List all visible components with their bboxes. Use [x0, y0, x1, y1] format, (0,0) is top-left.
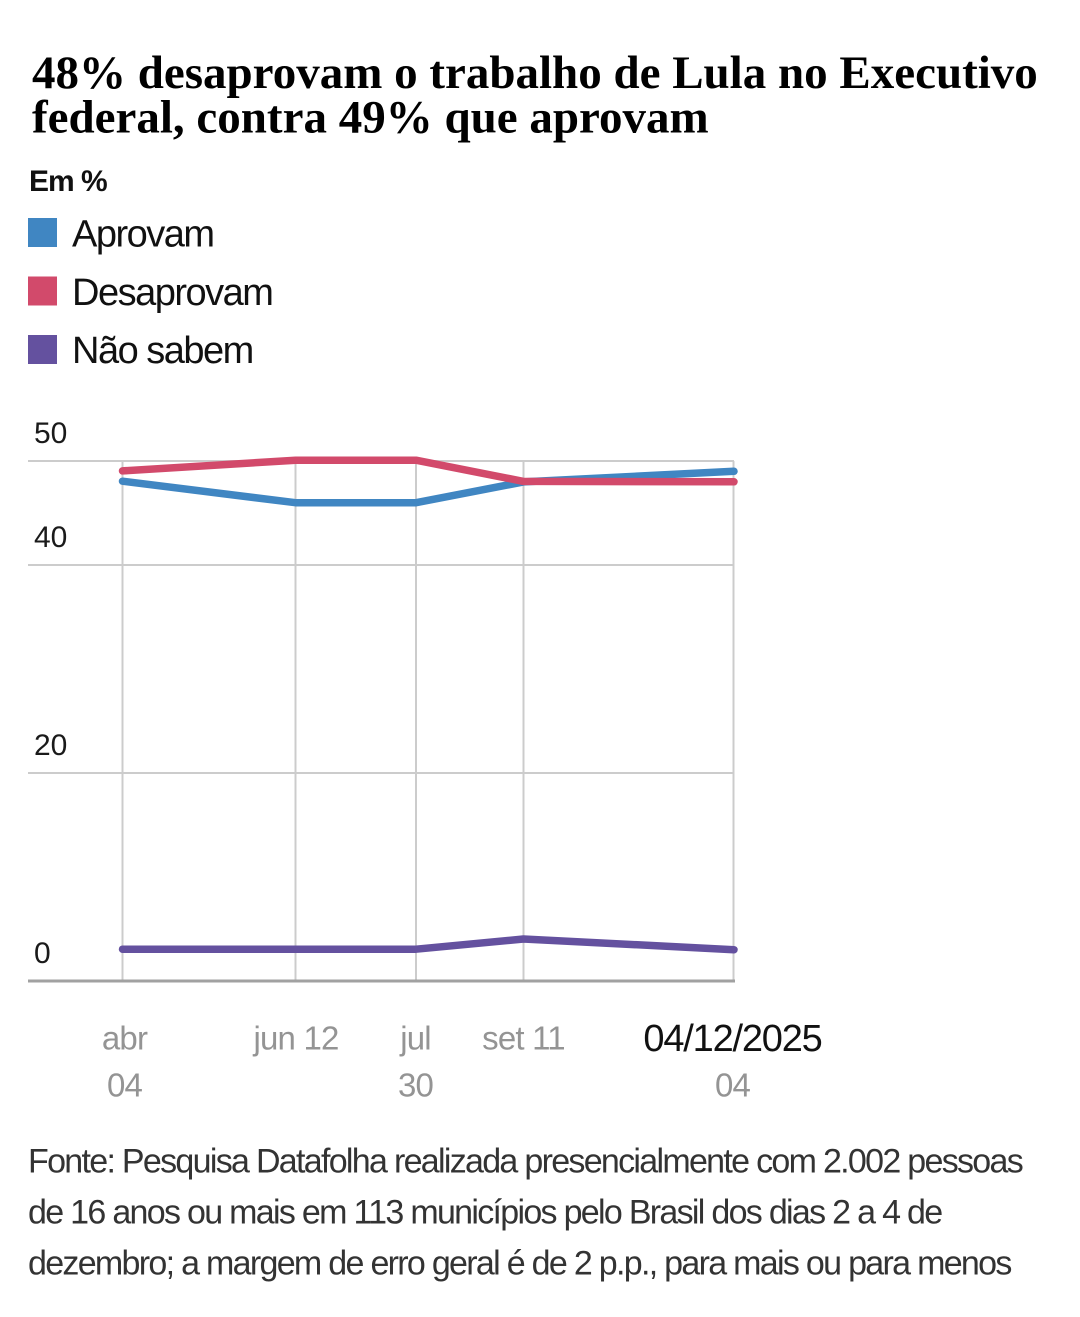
svg-text:0: 0 [34, 937, 51, 970]
svg-text:Não sabem: Não sabem [72, 330, 253, 372]
svg-text:Desaprovam: Desaprovam [72, 272, 272, 314]
svg-text:de 16 anos ou mais em 113 muni: de 16 anos ou mais em 113 municípios pel… [28, 1194, 942, 1232]
svg-text:Aprovam: Aprovam [72, 214, 214, 256]
svg-text:40: 40 [34, 521, 67, 554]
svg-text:04: 04 [715, 1067, 751, 1104]
svg-text:50: 50 [34, 417, 67, 450]
svg-text:30: 30 [398, 1067, 434, 1104]
svg-text:abr: abr [102, 1020, 148, 1057]
svg-text:20: 20 [34, 729, 67, 762]
svg-text:jul: jul [399, 1020, 431, 1057]
svg-text:set 11: set 11 [482, 1020, 565, 1057]
svg-text:federal, contra 49% que aprova: federal, contra 49% que aprovam [32, 92, 709, 144]
svg-text:dezembro; a margem de erro ger: dezembro; a margem de erro geral é de 2 … [28, 1245, 1011, 1283]
svg-text:48% desaprovam o trabalho de L: 48% desaprovam o trabalho de Lula no Exe… [32, 47, 1038, 99]
svg-text:Fonte: Pesquisa Datafolha real: Fonte: Pesquisa Datafolha realizada pres… [28, 1143, 1023, 1181]
svg-text:jun 12: jun 12 [252, 1020, 338, 1057]
svg-text:04: 04 [107, 1067, 143, 1104]
svg-text:Em %: Em % [29, 165, 107, 198]
svg-text:04/12/2025: 04/12/2025 [643, 1018, 821, 1060]
